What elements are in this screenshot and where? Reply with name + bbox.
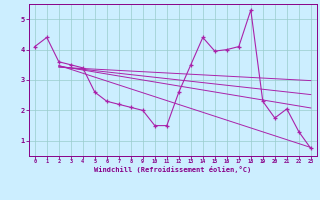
X-axis label: Windchill (Refroidissement éolien,°C): Windchill (Refroidissement éolien,°C) [94, 166, 252, 173]
